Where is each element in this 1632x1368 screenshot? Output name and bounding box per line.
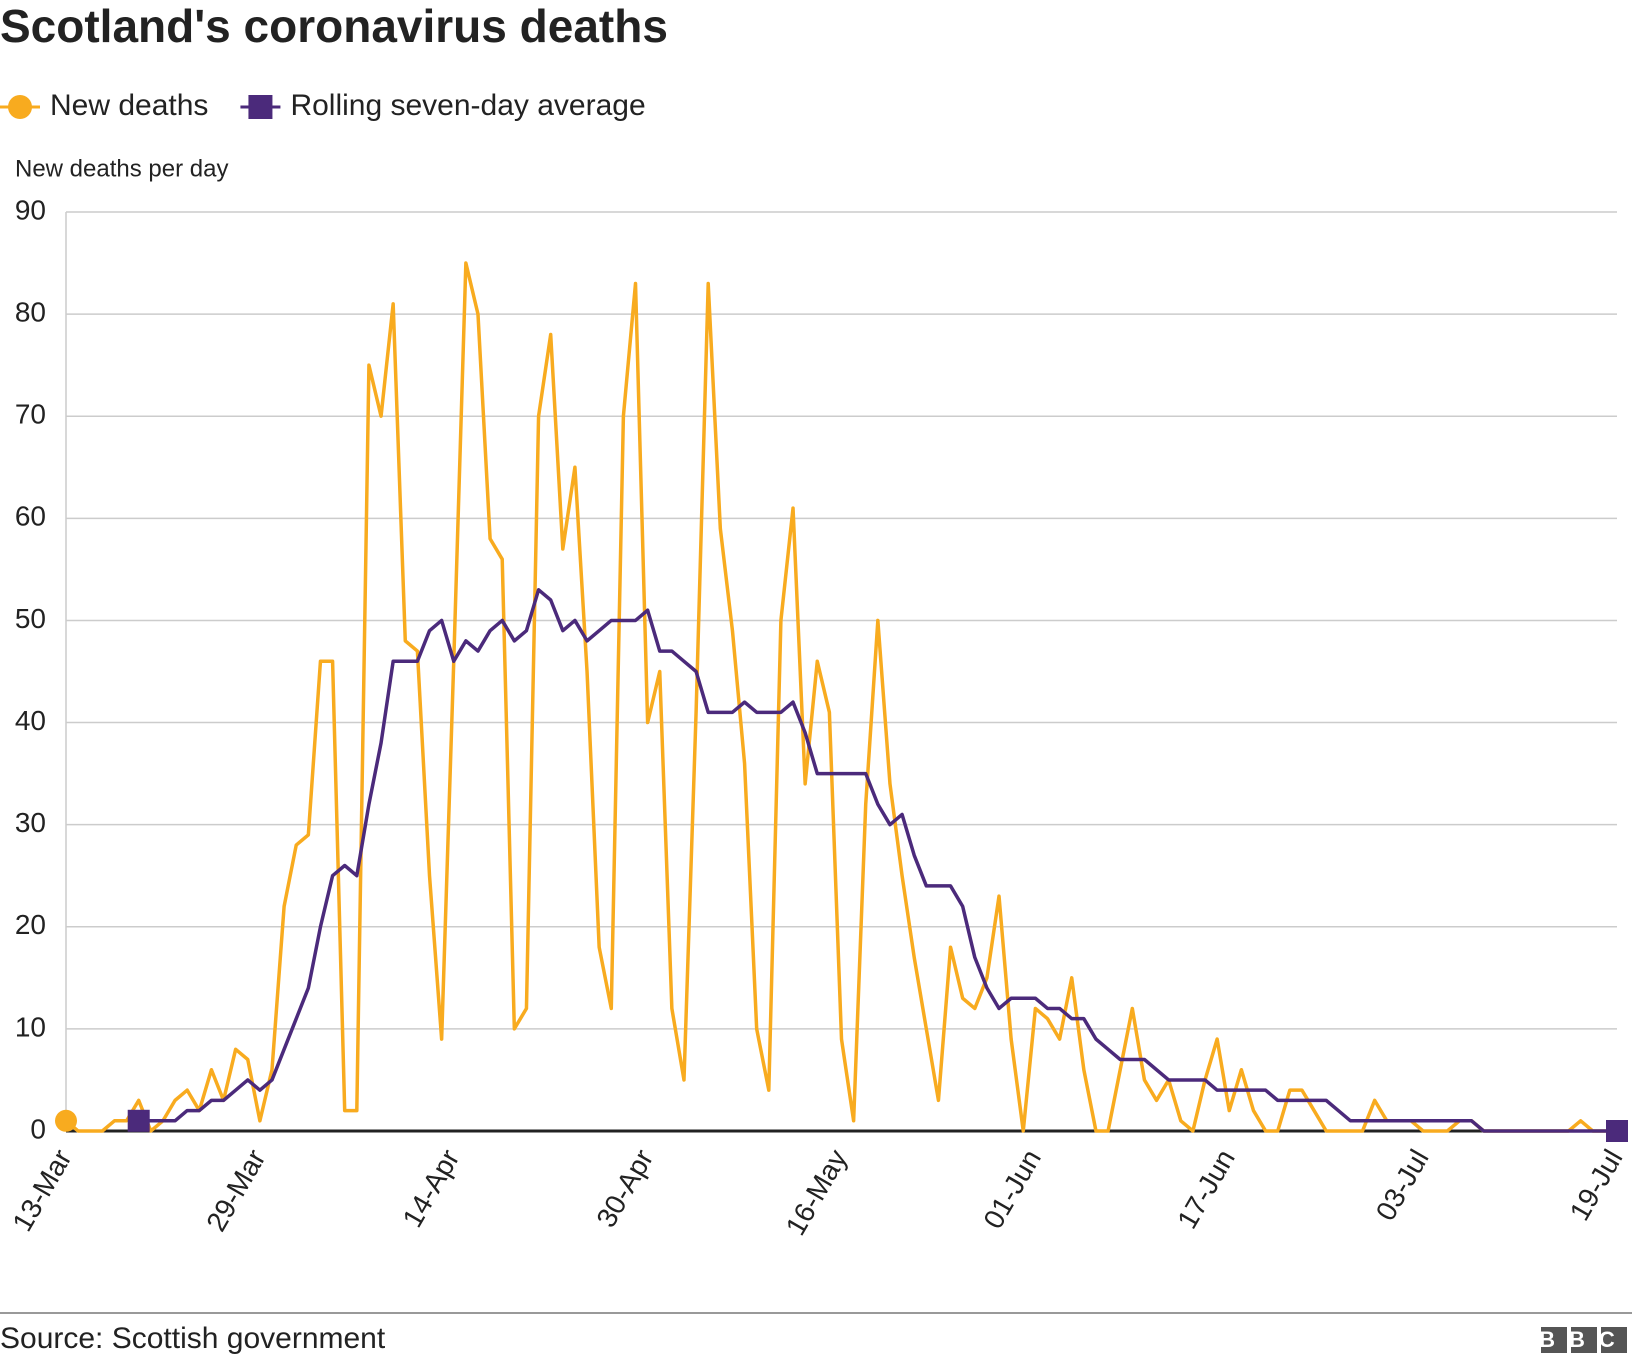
x-tick-label: 13-Mar <box>6 1144 77 1236</box>
line-series <box>64 261 1617 1133</box>
legend-label: New deaths <box>50 89 208 122</box>
legend-label: Rolling seven-day average <box>290 89 645 122</box>
y-axis-label: New deaths per day <box>15 155 228 182</box>
y-tick-label: 90 <box>15 194 46 225</box>
chart-title: Scotland's coronavirus deaths <box>0 0 668 52</box>
x-tick-label: 16-May <box>780 1144 854 1240</box>
x-tick-label: 03-Jul <box>1370 1144 1435 1226</box>
y-tick-label: 80 <box>15 297 46 328</box>
logo-box <box>1571 1327 1597 1353</box>
y-tick-label: 40 <box>15 705 46 736</box>
x-tick-label: 17-Jun <box>1171 1144 1241 1234</box>
logo-text: BBC <box>1539 1327 1629 1352</box>
x-tick-label: 30-Apr <box>590 1144 659 1232</box>
logo-box <box>1601 1327 1627 1353</box>
y-tick-label: 30 <box>15 807 46 838</box>
logo: BBC <box>1539 1327 1629 1353</box>
logo-box <box>1541 1327 1567 1353</box>
y-tick-label: 10 <box>15 1011 46 1042</box>
line-series <box>138 588 1617 1133</box>
y-tick-label: 50 <box>15 603 46 634</box>
source: Source: Scottish government <box>0 1322 386 1355</box>
legend-marker <box>248 95 273 119</box>
x-tick-label: 01-Jun <box>977 1144 1047 1234</box>
legend-marker <box>8 95 32 119</box>
x-tick-label: 14-Apr <box>396 1144 465 1232</box>
y-tick-label: 0 <box>30 1113 46 1144</box>
x-tick-label: 29-Mar <box>200 1144 271 1236</box>
point-marker <box>127 1109 150 1132</box>
y-tick-label: 20 <box>15 909 46 940</box>
point-marker <box>1606 1120 1628 1142</box>
point-marker <box>55 1109 77 1132</box>
x-tick-label: 19-Jul <box>1564 1144 1629 1226</box>
y-tick-label: 60 <box>15 501 46 532</box>
y-tick-label: 70 <box>15 399 46 430</box>
